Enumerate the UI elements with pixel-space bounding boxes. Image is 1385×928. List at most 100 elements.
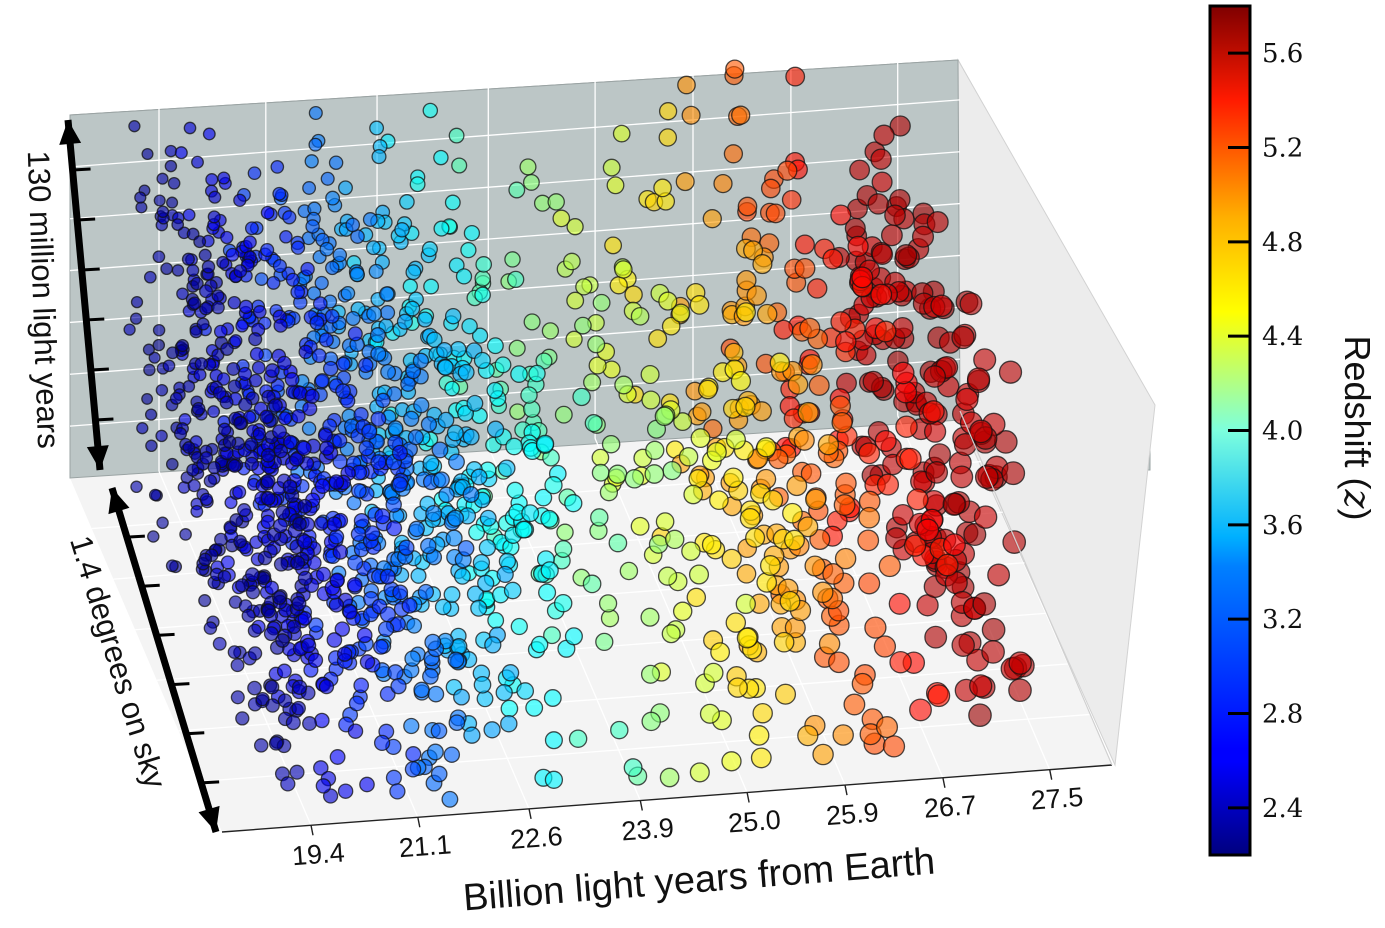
scatter-point bbox=[874, 429, 897, 453]
scatter-point bbox=[574, 316, 592, 335]
scatter-point bbox=[203, 621, 218, 635]
scatter-point bbox=[497, 459, 516, 478]
scatter-point bbox=[237, 366, 253, 381]
scatter-point bbox=[756, 303, 778, 325]
scatter-point bbox=[337, 783, 354, 799]
scatter-point bbox=[373, 639, 389, 655]
scatter-point bbox=[198, 552, 213, 567]
scatter-point bbox=[624, 285, 643, 304]
scatter-point bbox=[431, 441, 449, 459]
y-axis-arrow-tick bbox=[126, 534, 145, 539]
scatter-point bbox=[782, 502, 803, 524]
scatter-point bbox=[752, 254, 773, 275]
scatter-point bbox=[433, 149, 449, 166]
scatter-point bbox=[785, 66, 806, 87]
floor-grid-line bbox=[594, 438, 748, 793]
scatter-point bbox=[889, 115, 911, 137]
scatter-point bbox=[873, 124, 895, 146]
scatter-point bbox=[851, 672, 874, 695]
scatter-point bbox=[648, 534, 669, 554]
scatter-point bbox=[190, 504, 204, 518]
scatter-point bbox=[564, 494, 583, 513]
scatter-point bbox=[858, 442, 881, 465]
scatter-point bbox=[220, 342, 234, 356]
scatter-point bbox=[318, 678, 335, 695]
scatter-point bbox=[434, 598, 452, 616]
z-axis-arrow-tick bbox=[86, 317, 105, 322]
scatter-point bbox=[340, 285, 356, 301]
scatter-point bbox=[277, 693, 293, 708]
colorbar-label-main: Redshift ( bbox=[1337, 335, 1378, 489]
x-tick-label: 21.1 bbox=[398, 829, 453, 863]
z-axis-arrow-tick bbox=[77, 217, 96, 222]
scatter-point bbox=[128, 120, 141, 133]
scatter-point bbox=[196, 317, 210, 331]
scatter-point bbox=[889, 650, 912, 674]
scatter-point bbox=[968, 703, 992, 728]
scatter-point bbox=[164, 159, 178, 173]
scatter-point bbox=[812, 743, 834, 766]
scatter-point bbox=[437, 359, 454, 376]
scatter-point bbox=[884, 204, 906, 227]
scatter-point bbox=[448, 257, 465, 274]
scatter-point bbox=[347, 723, 364, 739]
scatter-point bbox=[721, 751, 742, 772]
scatter-point bbox=[583, 373, 602, 392]
scatter-point bbox=[297, 498, 313, 514]
scatter-point bbox=[181, 252, 195, 266]
scatter-point bbox=[291, 700, 306, 716]
scatter-point bbox=[359, 776, 375, 793]
scatter-point bbox=[903, 534, 927, 557]
scatter-point bbox=[876, 473, 900, 496]
scatter-point bbox=[220, 555, 235, 570]
scatter-point bbox=[504, 251, 521, 268]
scatter-point bbox=[641, 390, 661, 410]
scatter-point bbox=[329, 572, 345, 589]
scatter-point bbox=[443, 586, 461, 603]
scatter-point bbox=[505, 437, 523, 456]
scatter-point bbox=[544, 476, 563, 495]
scatter-point bbox=[871, 171, 893, 193]
scatter-point bbox=[752, 702, 773, 724]
scatter-point bbox=[214, 532, 228, 547]
scatter-point bbox=[828, 651, 850, 674]
scatter-point bbox=[403, 717, 420, 735]
scatter-point bbox=[468, 523, 486, 541]
scatter-point bbox=[247, 680, 262, 696]
scatter-point bbox=[279, 230, 293, 244]
scatter-point bbox=[760, 178, 781, 199]
scatter-point bbox=[830, 204, 852, 226]
scatter-point bbox=[677, 75, 696, 95]
scatter-point bbox=[644, 464, 665, 484]
scatter-point bbox=[951, 633, 975, 657]
scatter-point bbox=[817, 434, 840, 456]
scatter-point bbox=[1008, 651, 1032, 675]
scatter-point bbox=[608, 464, 628, 484]
scatter-point bbox=[193, 368, 207, 382]
scatter-point bbox=[248, 373, 263, 388]
scatter-point bbox=[473, 351, 491, 369]
scatter-point bbox=[292, 516, 307, 532]
scatter-point bbox=[721, 548, 742, 570]
scatter-point bbox=[774, 683, 797, 705]
scatter-point bbox=[425, 504, 443, 522]
scatter-point bbox=[822, 248, 844, 270]
scatter-point bbox=[672, 601, 693, 622]
x-tick bbox=[639, 800, 643, 811]
z-axis-label: 130 million light years bbox=[21, 150, 66, 449]
scatter-point bbox=[276, 355, 292, 371]
scatter-point bbox=[430, 765, 448, 783]
x-tick bbox=[417, 817, 421, 828]
scatter-point bbox=[437, 411, 455, 429]
scatter-point bbox=[891, 361, 915, 385]
scatter-point bbox=[272, 186, 287, 201]
scatter-point bbox=[187, 296, 202, 310]
scatter-point bbox=[416, 311, 433, 328]
scatter-point bbox=[404, 650, 421, 667]
scatter-point bbox=[245, 567, 260, 582]
scatter-point bbox=[736, 563, 757, 584]
scatter-point bbox=[272, 424, 287, 440]
scatter-point bbox=[141, 147, 154, 161]
scatter-point bbox=[255, 691, 270, 707]
scatter-point bbox=[370, 345, 387, 362]
